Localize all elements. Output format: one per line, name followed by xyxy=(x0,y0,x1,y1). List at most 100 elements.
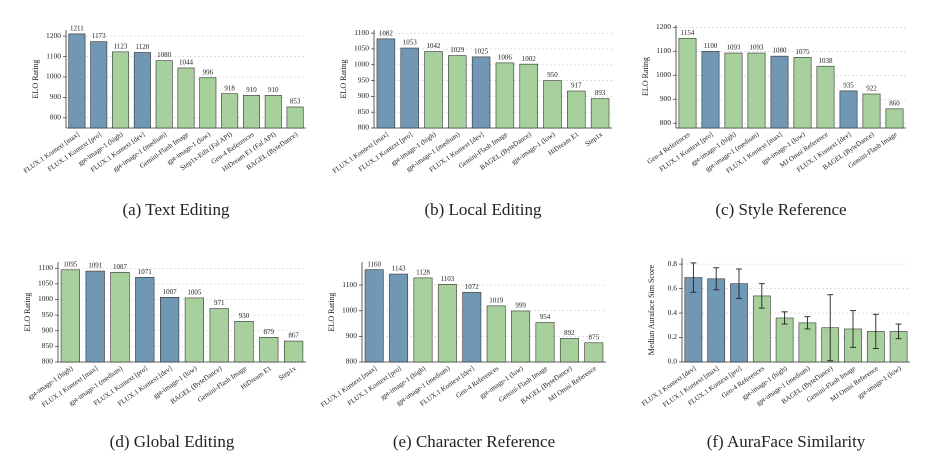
value-label: 1080 xyxy=(773,47,788,55)
y-tick-label: 1100 xyxy=(656,46,671,55)
bar xyxy=(259,337,279,363)
value-label: 1087 xyxy=(113,263,128,271)
y-tick-label: 900 xyxy=(660,94,672,103)
y-tick-label: 900 xyxy=(346,331,358,340)
value-label: 1072 xyxy=(465,283,480,291)
y-tick-label: 1050 xyxy=(38,279,53,288)
value-label: 1143 xyxy=(392,265,406,273)
bar xyxy=(155,60,173,129)
x-tick-label: Step1x xyxy=(277,364,298,382)
bar xyxy=(389,273,409,363)
y-tick-label: 0.6 xyxy=(668,283,678,292)
bar xyxy=(567,90,586,129)
y-tick-label: 1100 xyxy=(354,28,369,37)
bar xyxy=(242,95,260,129)
value-label: 875 xyxy=(589,333,600,341)
bar xyxy=(413,277,433,363)
y-tick-label: 800 xyxy=(346,357,358,366)
bar xyxy=(221,93,239,129)
bar xyxy=(486,305,506,363)
value-label: 879 xyxy=(264,328,275,336)
caption: (d) Global Editing xyxy=(110,432,235,451)
y-tick-label: 1100 xyxy=(38,263,53,272)
y-tick-label: 950 xyxy=(42,310,54,319)
bar xyxy=(535,322,555,363)
value-label: 935 xyxy=(843,81,854,89)
bar xyxy=(160,297,180,363)
bar xyxy=(85,270,105,363)
bar xyxy=(68,33,86,129)
bar xyxy=(678,38,697,129)
y-tick-label: 800 xyxy=(42,357,54,366)
y-tick-label: 900 xyxy=(358,91,370,100)
y-tick-label: 1000 xyxy=(354,59,369,68)
bar xyxy=(184,297,205,363)
caption: (f) AuraFace Similarity xyxy=(707,432,866,451)
bar xyxy=(209,308,229,363)
value-label: 1080 xyxy=(157,51,172,59)
value-label: 1123 xyxy=(114,42,128,50)
value-label: 917 xyxy=(571,82,582,90)
value-label: 1093 xyxy=(750,44,765,52)
bar xyxy=(424,51,443,129)
value-label: 1042 xyxy=(427,42,442,50)
value-label: 954 xyxy=(540,313,551,321)
y-tick-label: 800 xyxy=(50,113,62,122)
bar xyxy=(376,38,396,129)
value-label: 1211 xyxy=(70,24,84,32)
bar xyxy=(862,93,881,129)
y-tick-label: 1050 xyxy=(354,44,369,53)
value-label: 950 xyxy=(547,71,558,79)
bar xyxy=(770,55,789,129)
value-label: 1029 xyxy=(450,46,465,54)
bar xyxy=(135,277,155,363)
value-label: 1095 xyxy=(63,260,78,268)
bar xyxy=(462,291,482,363)
bar xyxy=(364,269,384,363)
y-tick-label: 900 xyxy=(42,325,54,334)
y-tick-label: 1100 xyxy=(46,51,61,60)
y-tick-label: 1000 xyxy=(656,70,671,79)
y-tick-label: 1100 xyxy=(342,280,357,289)
y-tick-label: 0.4 xyxy=(668,308,678,317)
y-tick-label: 900 xyxy=(50,92,62,101)
value-label: 892 xyxy=(564,329,575,337)
value-label: 1044 xyxy=(179,59,194,67)
y-axis-label: ELO Rating xyxy=(339,60,348,99)
y-axis-label: ELO Rating xyxy=(31,60,40,99)
bar xyxy=(559,338,579,363)
y-axis-label: ELO Rating xyxy=(641,57,650,96)
value-label: 1019 xyxy=(489,296,504,304)
y-tick-label: 1200 xyxy=(46,31,61,40)
value-label: 971 xyxy=(214,299,225,307)
bar xyxy=(90,41,108,129)
y-axis-label: ELO Rating xyxy=(327,293,336,332)
bar xyxy=(234,321,254,363)
bar xyxy=(584,342,604,363)
bar xyxy=(511,310,531,363)
value-label: 918 xyxy=(224,84,235,92)
bar xyxy=(283,340,304,363)
bar xyxy=(793,57,812,129)
value-label: 999 xyxy=(515,302,526,310)
caption: (e) Character Reference xyxy=(393,432,555,451)
value-label: 996 xyxy=(203,68,214,76)
bar xyxy=(110,272,130,363)
value-label: 1038 xyxy=(819,57,834,65)
y-tick-label: 800 xyxy=(358,123,370,132)
y-tick-label: 1000 xyxy=(38,294,53,303)
bar xyxy=(590,98,610,129)
bar xyxy=(133,52,151,129)
bar xyxy=(112,51,130,129)
value-label: 893 xyxy=(595,89,606,97)
bar xyxy=(839,90,858,129)
y-tick-label: 0.0 xyxy=(668,357,678,366)
y-tick-label: 1000 xyxy=(46,72,61,81)
bar xyxy=(816,65,835,129)
value-label: 860 xyxy=(889,99,900,107)
value-label: 1006 xyxy=(498,53,513,61)
value-label: 1005 xyxy=(187,289,202,297)
value-label: 1093 xyxy=(727,44,742,52)
value-label: 910 xyxy=(246,86,257,94)
